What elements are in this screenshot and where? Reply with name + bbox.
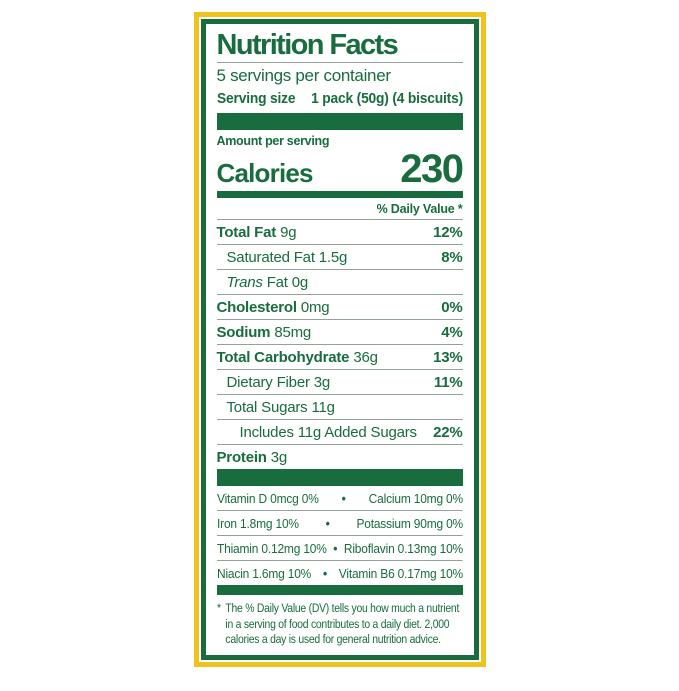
- nutrient-name: Sodium: [216, 323, 271, 341]
- serving-size-row: Serving size 1 pack (50g) (4 biscuits): [217, 87, 463, 113]
- nutrient-name: Saturated Fat: [226, 248, 315, 266]
- micronutrients-section: Vitamin D 0mcg 0% • Calcium 10mg 0% Iron…: [216, 486, 463, 585]
- nutrient-amount: 11g: [311, 398, 335, 416]
- serving-size-label: Serving size: [216, 90, 296, 108]
- micronutrient-left: Niacin 1.6mg 10%: [216, 565, 311, 581]
- nutrient-row-total-sugars: Total Sugars 11g: [216, 395, 463, 421]
- thick-divider-bar: [216, 469, 463, 487]
- bullet-separator: •: [322, 565, 327, 581]
- calories-row: Calories 230: [216, 147, 465, 192]
- nutrient-row-trans-fat: Trans Fat 0g: [216, 270, 463, 296]
- nutrient-row-total-fat: Total Fat 9g 12%: [216, 220, 463, 246]
- medium-divider-bar: [216, 585, 463, 596]
- servings-per-container: 5 servings per container: [216, 66, 392, 86]
- daily-value-header: % Daily Value *: [216, 198, 463, 221]
- micronutrient-right: Riboflavin 0.13mg 10%: [343, 540, 463, 556]
- label-inner-panel: Nutrition Facts 5 servings per container…: [200, 19, 479, 660]
- micronutrient-row-vitamin-d-calcium: Vitamin D 0mcg 0% • Calcium 10mg 0%: [217, 486, 463, 510]
- nutrient-name: Dietary Fiber: [226, 373, 310, 391]
- nutrient-dv: 13%: [433, 348, 463, 366]
- nutrient-name: Cholesterol: [216, 298, 298, 316]
- nutrient-name-italic: Trans: [226, 273, 263, 291]
- nutrient-dv: 12%: [433, 223, 463, 241]
- nutrient-name: Total Fat: [216, 223, 277, 241]
- nutrient-row-added-sugars: Includes 11g Added Sugars 22%: [216, 420, 463, 446]
- label-title: Nutrition Facts: [216, 29, 463, 64]
- micronutrient-row-niacin-vitamin-b6: Niacin 1.6mg 10% • Vitamin B6 0.17mg 10%: [216, 560, 463, 585]
- micronutrient-row-thiamin-riboflavin: Thiamin 0.12mg 10% • Riboflavin 0.13mg 1…: [216, 535, 463, 560]
- nutrient-amount: 36g: [353, 348, 378, 366]
- nutrient-amount: 0g: [291, 273, 309, 291]
- serving-size-value: 1 pack (50g) (4 biscuits): [310, 90, 463, 108]
- nutrient-amount: 9g: [280, 223, 297, 241]
- calories-value: 230: [400, 147, 464, 192]
- nutrient-name: Total Sugars: [226, 398, 308, 416]
- amount-per-serving-label: Amount per serving: [216, 134, 330, 149]
- calories-label: Calories: [216, 158, 314, 189]
- micronutrient-left: Thiamin 0.12mg 10%: [216, 540, 327, 556]
- bullet-separator: •: [325, 515, 330, 531]
- bullet-separator: •: [332, 540, 337, 556]
- footnote-text: The % Daily Value (DV) tells you how muc…: [224, 601, 459, 646]
- nutrient-amount: 3g: [313, 373, 331, 391]
- nutrient-row-total-carbohydrate: Total Carbohydrate 36g 13%: [216, 345, 463, 371]
- nutrient-name: Protein: [216, 448, 267, 466]
- nutrient-amount: 1.5g: [318, 248, 348, 266]
- footnote-asterisk: *: [216, 601, 221, 616]
- thick-divider-bar: [216, 113, 463, 131]
- micronutrient-row-iron-potassium: Iron 1.8mg 10% • Potassium 90mg 0%: [216, 510, 463, 535]
- nutrient-row-cholesterol: Cholesterol 0mg 0%: [216, 295, 463, 321]
- nutrient-row-dietary-fiber: Dietary Fiber 3g 11%: [216, 370, 463, 396]
- nutrient-name: Fat: [266, 273, 288, 291]
- medium-divider-bar: [216, 191, 463, 199]
- nutrient-row-saturated-fat: Saturated Fat 1.5g 8%: [216, 245, 463, 271]
- nutrient-row-sodium: Sodium 85mg 4%: [216, 320, 463, 346]
- nutrient-amount: 85mg: [274, 323, 312, 341]
- nutrient-name: Total Carbohydrate: [216, 348, 350, 366]
- nutrient-name: Includes 11g Added Sugars: [239, 423, 418, 441]
- nutrient-dv: 4%: [441, 323, 463, 341]
- nutrient-dv: 11%: [433, 373, 463, 391]
- nutrient-dv: 8%: [441, 248, 463, 266]
- micronutrient-right: Potassium 90mg 0%: [355, 515, 463, 531]
- nutrient-amount: 3g: [270, 448, 288, 466]
- nutrient-amount: 0mg: [300, 298, 330, 316]
- nutrition-facts-label: Nutrition Facts 5 servings per container…: [193, 12, 486, 667]
- daily-value-footnote: * The % Daily Value (DV) tells you how m…: [217, 601, 463, 646]
- nutrient-row-protein: Protein 3g: [217, 445, 463, 469]
- nutrient-dv: 0%: [441, 298, 463, 316]
- micronutrient-right: Vitamin B6 0.17mg 10%: [338, 565, 463, 581]
- micronutrient-left: Iron 1.8mg 10%: [216, 515, 299, 531]
- bullet-separator: •: [341, 490, 346, 506]
- micronutrient-right: Calcium 10mg 0%: [368, 490, 463, 506]
- nutrient-dv: 22%: [433, 423, 463, 441]
- micronutrient-left: Vitamin D 0mcg 0%: [216, 490, 319, 506]
